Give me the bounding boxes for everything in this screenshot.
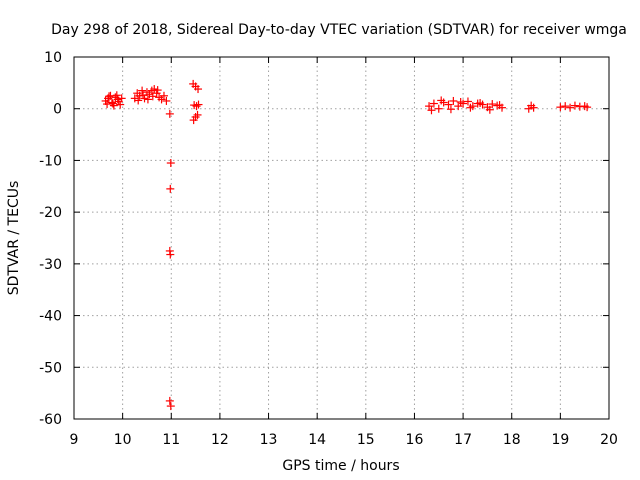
data-point — [103, 100, 112, 109]
data-point — [166, 159, 175, 168]
data-point — [437, 96, 446, 105]
data-point — [456, 97, 465, 106]
data-point — [444, 100, 453, 109]
data-point — [105, 92, 114, 101]
x-tick-label: 17 — [454, 432, 472, 448]
y-tick-label: 10 — [44, 50, 62, 66]
data-point — [166, 402, 175, 411]
x-axis-label: GPS time / hours — [282, 458, 399, 474]
data-point — [429, 99, 438, 108]
data-point — [134, 96, 143, 105]
data-point — [425, 102, 434, 111]
data-point — [495, 101, 504, 110]
axis-ticks — [73, 56, 610, 420]
plot-frame — [73, 56, 610, 420]
data-point — [194, 85, 203, 94]
y-axis-label: SDTVAR / TECUs — [6, 181, 22, 296]
data-point — [583, 103, 592, 112]
y-tick-label: 0 — [53, 102, 62, 118]
y-tick-label: -10 — [39, 153, 62, 169]
data-points — [101, 79, 592, 411]
data-point — [153, 86, 162, 95]
data-point — [166, 184, 175, 193]
x-tick-label: 12 — [211, 432, 229, 448]
x-tick-label: 13 — [260, 432, 278, 448]
x-tick-label: 10 — [114, 432, 132, 448]
y-tick-label: -40 — [39, 309, 62, 325]
data-point — [162, 96, 171, 105]
y-tick-label: -50 — [39, 360, 62, 376]
data-point — [561, 102, 570, 111]
data-point — [463, 97, 472, 106]
y-tick-label: -60 — [39, 412, 62, 428]
data-point — [566, 103, 575, 112]
data-point — [193, 110, 202, 119]
x-tick-label: 18 — [503, 432, 521, 448]
data-point — [476, 99, 485, 108]
x-tick-label: 11 — [162, 432, 180, 448]
data-point — [148, 92, 157, 101]
chart-title: Day 298 of 2018, Sidereal Day-to-day VTE… — [51, 22, 627, 38]
data-point — [109, 101, 118, 110]
data-point — [194, 100, 203, 109]
y-tick-label: -30 — [39, 257, 62, 273]
x-tick-label: 14 — [308, 432, 326, 448]
data-point — [466, 103, 475, 112]
data-point — [446, 105, 455, 114]
data-point — [139, 91, 148, 100]
data-point — [166, 250, 175, 259]
x-tick-label: 16 — [406, 432, 424, 448]
x-tick-labels: 9 10 11 12 13 14 15 16 17 18 19 20 — [70, 432, 618, 448]
data-point — [427, 106, 436, 115]
data-point — [529, 103, 538, 112]
data-point — [143, 95, 152, 104]
data-point — [138, 86, 147, 95]
data-point — [150, 85, 159, 94]
data-point — [192, 102, 201, 111]
grid-lines — [74, 57, 609, 419]
data-point — [159, 91, 168, 100]
data-point — [112, 91, 121, 100]
data-point — [434, 104, 443, 113]
data-point — [117, 94, 126, 103]
data-point — [488, 100, 497, 109]
data-point — [485, 105, 494, 114]
y-tick-labels: 10 0 -10 -20 -30 -40 -50 -60 — [39, 50, 62, 428]
x-tick-label: 19 — [551, 432, 569, 448]
y-tick-label: -20 — [39, 205, 62, 221]
x-tick-label: 9 — [70, 432, 79, 448]
data-point — [165, 109, 174, 118]
data-point — [454, 102, 463, 111]
data-point — [570, 101, 579, 110]
data-point — [165, 396, 174, 405]
data-point — [449, 96, 458, 105]
x-tick-label: 15 — [357, 432, 375, 448]
data-point — [556, 103, 565, 112]
x-tick-label: 20 — [600, 432, 618, 448]
